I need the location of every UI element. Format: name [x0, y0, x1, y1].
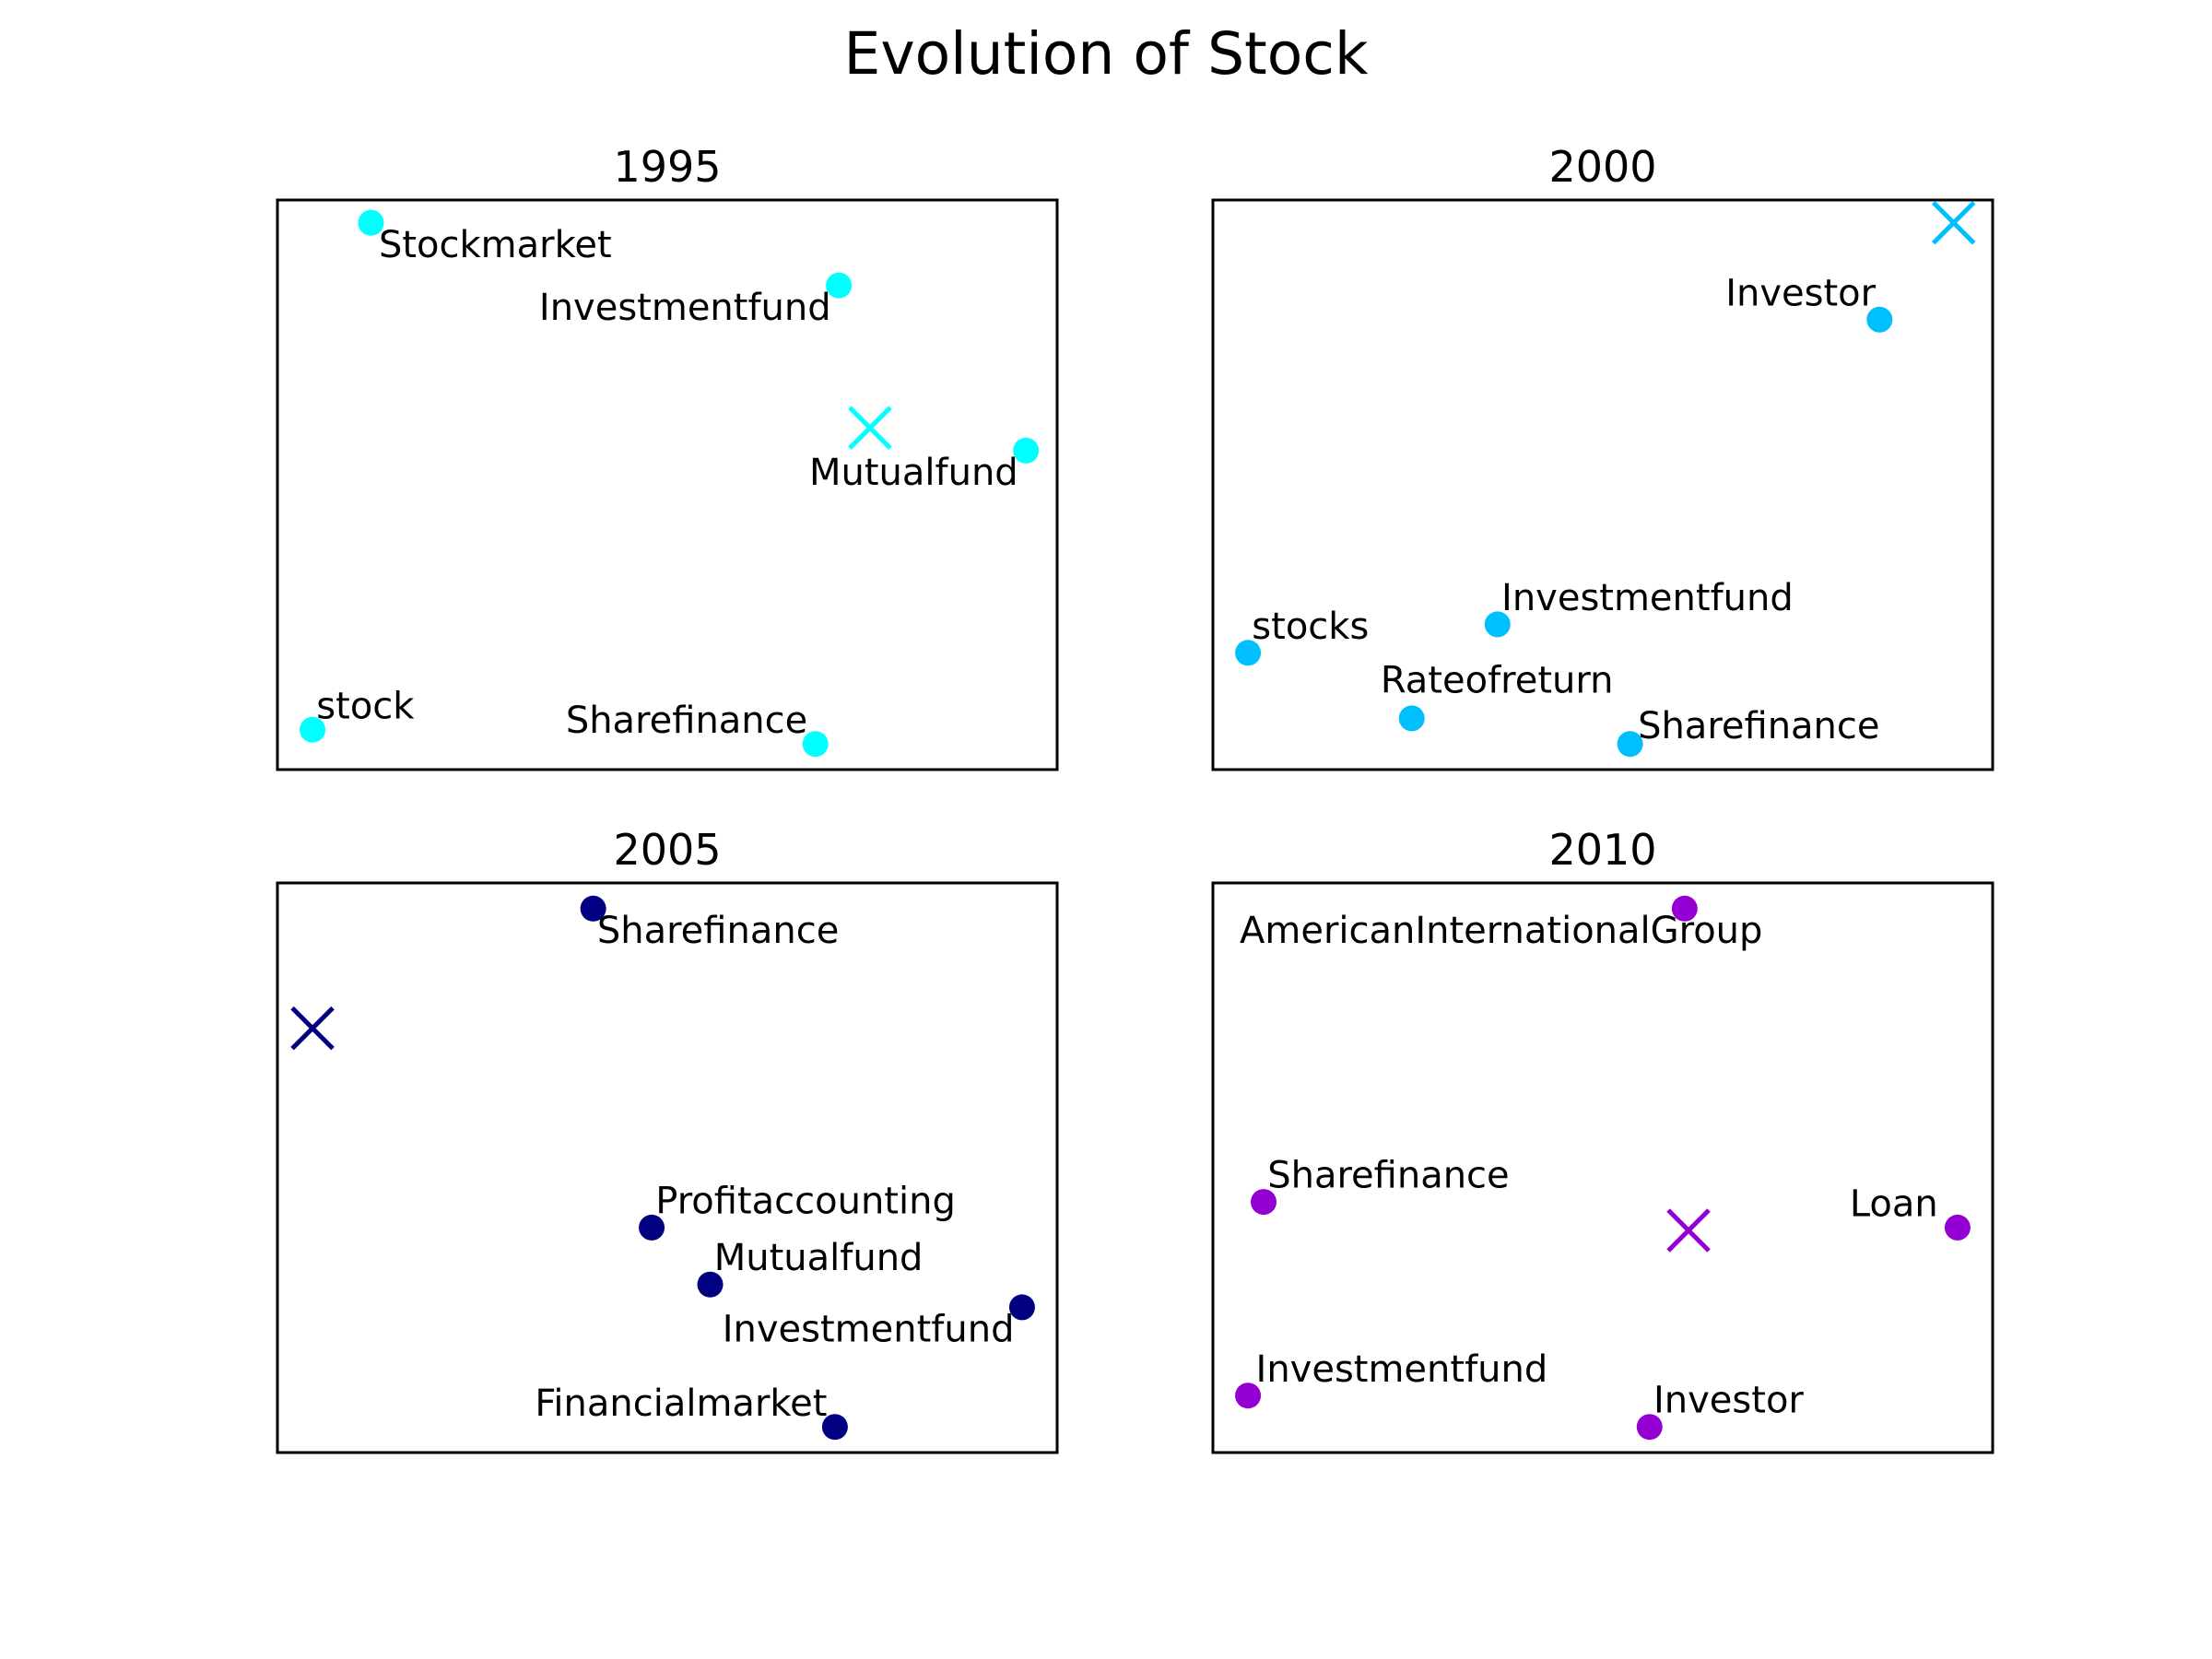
subplot-2000: 2000 Investor stocks Investmentfund Rateofre… — [1211, 142, 1994, 771]
data-point — [1944, 1214, 1971, 1241]
data-point — [802, 731, 829, 758]
point-label: Rateofreturn — [1381, 660, 1614, 702]
point-label: Financialmarket — [535, 1382, 827, 1425]
data-point — [1866, 306, 1893, 333]
subplot-frame — [1211, 198, 1994, 771]
data-point — [1671, 895, 1698, 922]
subplot-frame — [276, 881, 1059, 1454]
point-label: Stockmarket — [379, 224, 612, 266]
subplot-frame — [1211, 881, 1994, 1454]
centroid-stroke — [290, 1006, 335, 1051]
point-label: Mutualfund — [809, 452, 1018, 494]
point-label: stock — [316, 685, 415, 727]
point-label: Investmentfund — [1501, 577, 1794, 619]
centroid-marker — [290, 1006, 335, 1051]
data-point — [1636, 1414, 1663, 1441]
point-label: Sharefinance — [1267, 1155, 1509, 1197]
subplot-2005: 2005 Sharefinance Profitaccounting Mutualfu… — [276, 825, 1059, 1454]
data-point — [1013, 437, 1040, 464]
data-point — [580, 895, 606, 922]
centroid-marker — [1666, 1208, 1711, 1253]
point-label: AmericanInternationalGroup — [1240, 910, 1762, 952]
point-label: Mutualfund — [714, 1237, 924, 1279]
subplot-title: 2005 — [613, 825, 721, 875]
data-point — [1617, 731, 1643, 758]
point-label: Investmentfund — [723, 1308, 1015, 1350]
subplot-title: 1995 — [613, 142, 721, 192]
point-label: Sharefinance — [597, 910, 839, 952]
data-point — [697, 1271, 724, 1298]
subplot-title: 2000 — [1548, 142, 1656, 192]
point-label: Sharefinance — [566, 700, 807, 742]
data-point — [358, 209, 384, 236]
point-label: Investmentfund — [539, 287, 831, 329]
point-label: Investmentfund — [1256, 1348, 1548, 1391]
data-point — [639, 1214, 665, 1241]
data-point — [1398, 705, 1425, 732]
subplot-2010: 2010 AmericanInternationalGroup Sharefinan… — [1211, 825, 1994, 1454]
data-point — [826, 272, 853, 299]
centroid-marker — [1931, 200, 1976, 245]
point-label: Loan — [1850, 1183, 1938, 1226]
point-label: Investor — [1653, 1380, 1804, 1422]
data-point — [1008, 1294, 1035, 1321]
data-point — [1484, 611, 1511, 638]
data-point — [821, 1414, 848, 1441]
centroid-stroke — [1666, 1208, 1711, 1253]
data-point — [1235, 1382, 1262, 1409]
point-label: Profitaccounting — [655, 1180, 956, 1222]
centroid-stroke — [848, 406, 892, 450]
data-point — [300, 716, 326, 743]
subplot-title: 2010 — [1548, 825, 1656, 875]
figure-title: Evolution of Stock — [844, 20, 1369, 88]
centroid-marker — [848, 406, 892, 450]
subplot-frame — [276, 198, 1059, 771]
data-point — [1235, 640, 1262, 666]
point-label: stocks — [1252, 606, 1369, 648]
point-label: Investor — [1725, 272, 1876, 314]
centroid-stroke — [1931, 200, 1976, 245]
point-label: Sharefinance — [1638, 705, 1879, 747]
data-point — [1250, 1189, 1277, 1216]
